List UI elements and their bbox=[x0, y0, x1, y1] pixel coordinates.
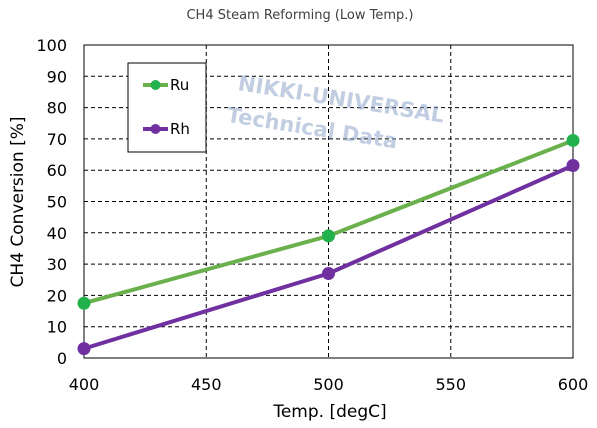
legend: Ru Rh bbox=[127, 62, 207, 153]
y-tick-label: 90 bbox=[47, 67, 67, 86]
y-tick-label: 100 bbox=[36, 36, 67, 55]
y-axis: 0 10 20 30 40 50 60 70 80 90 100 bbox=[36, 36, 67, 368]
series-group bbox=[77, 133, 580, 356]
x-tick-label: 400 bbox=[69, 375, 100, 394]
series-ru bbox=[77, 133, 580, 310]
series-rh bbox=[77, 159, 580, 356]
data-point bbox=[322, 229, 335, 243]
legend-label: Ru bbox=[170, 76, 189, 94]
y-tick-label: 10 bbox=[47, 318, 67, 337]
y-tick-label: 80 bbox=[47, 99, 67, 118]
y-tick-label: 20 bbox=[47, 286, 67, 305]
legend-swatch-marker bbox=[150, 124, 161, 134]
y-tick-label: 40 bbox=[47, 224, 67, 243]
x-axis: 400 450 500 550 600 bbox=[69, 375, 589, 394]
legend-box bbox=[127, 62, 207, 153]
y-tick-label: 30 bbox=[47, 255, 67, 274]
y-tick-label: 0 bbox=[57, 349, 67, 368]
y-tick-label: 70 bbox=[47, 130, 67, 149]
x-tick-label: 500 bbox=[313, 375, 344, 394]
chart-title: CH4 Steam Reforming (Low Temp.) bbox=[186, 8, 413, 23]
x-tick-label: 450 bbox=[191, 375, 222, 394]
data-point bbox=[322, 266, 335, 280]
legend-swatch-marker bbox=[150, 80, 161, 90]
y-tick-label: 60 bbox=[47, 161, 67, 180]
x-tick-label: 600 bbox=[558, 375, 589, 394]
legend-label: Rh bbox=[170, 120, 190, 138]
x-tick-label: 550 bbox=[435, 375, 466, 394]
plot-area bbox=[83, 44, 574, 359]
data-point bbox=[77, 342, 91, 356]
x-axis-label: Temp. [degC] bbox=[272, 402, 386, 422]
data-point bbox=[566, 159, 580, 173]
data-point bbox=[77, 296, 91, 310]
data-point bbox=[566, 133, 580, 147]
y-axis-label: CH4 Conversion [%] bbox=[8, 116, 28, 287]
y-tick-label: 50 bbox=[47, 193, 67, 212]
